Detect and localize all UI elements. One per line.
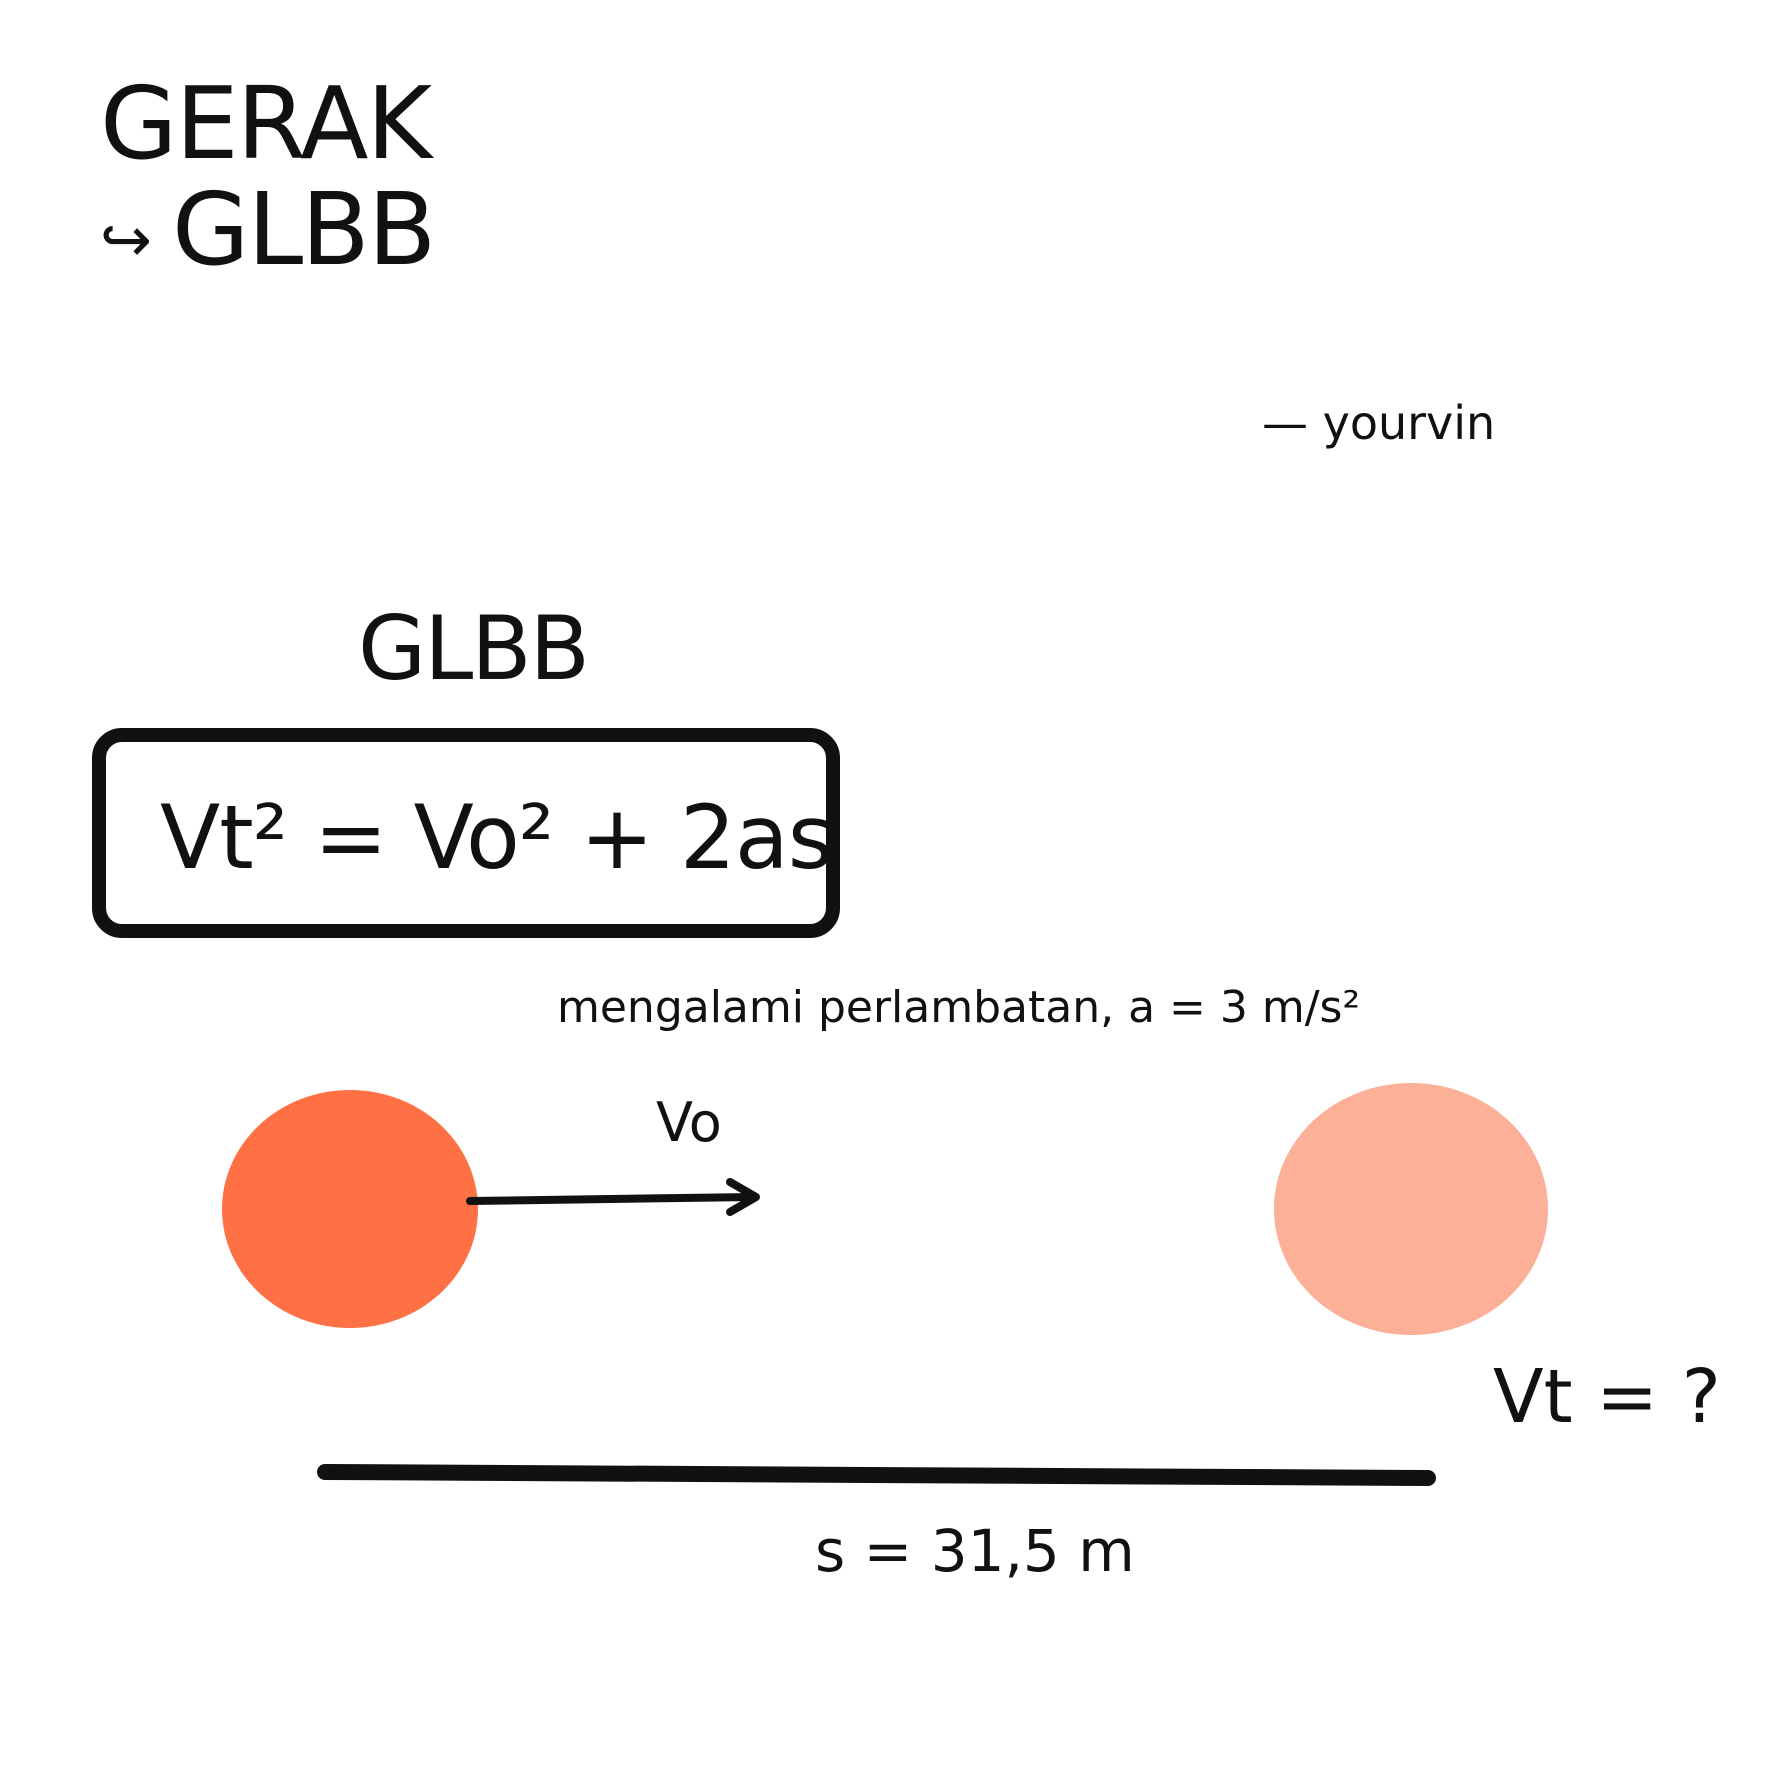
deceleration-condition: mengalami perlambatan, a = 3 m/s² <box>557 982 1361 1033</box>
subtitle-text: GLBB <box>171 171 436 288</box>
main-title: GERAK <box>100 65 432 182</box>
section-title: GLBB <box>358 597 590 700</box>
initial-ball <box>222 1090 478 1328</box>
final-velocity-label: Vt = ? <box>1493 1354 1721 1440</box>
right-arrow-icon <box>466 1178 760 1216</box>
subtitle-row: ↪ GLBB <box>100 171 436 288</box>
formula-text: Vt² = Vo² + 2as <box>160 786 834 889</box>
hook-right-arrow-icon: ↪ <box>100 203 152 276</box>
distance-label: s = 31,5 m <box>815 1517 1135 1585</box>
initial-velocity-label: Vo <box>656 1091 722 1154</box>
author-credit: — yourvin <box>1262 396 1496 450</box>
final-ball <box>1274 1083 1548 1335</box>
formula-box <box>92 728 840 938</box>
distance-line <box>317 1464 1436 1486</box>
